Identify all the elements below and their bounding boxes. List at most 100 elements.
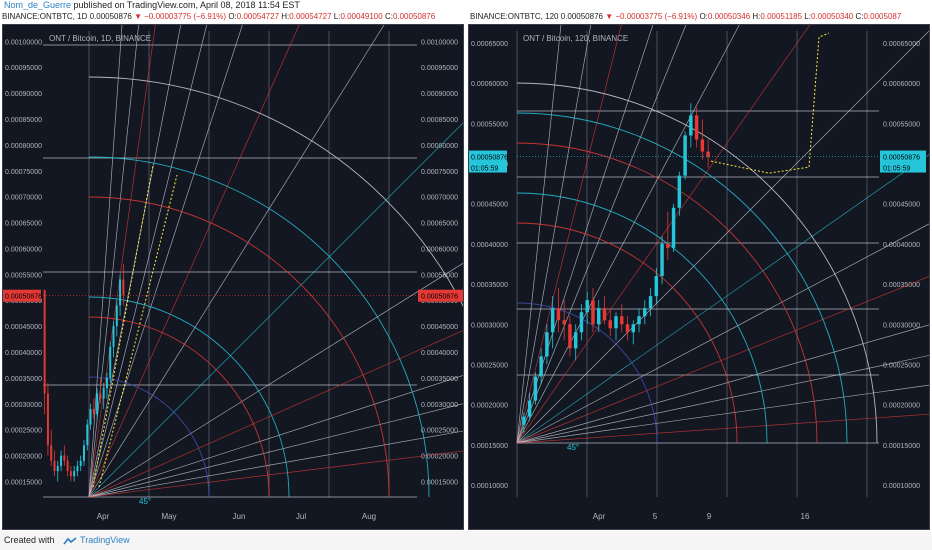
tradingview-logo-icon bbox=[63, 537, 77, 545]
candle-body bbox=[608, 320, 612, 329]
candle-body bbox=[579, 312, 584, 333]
gann-arc bbox=[516, 142, 818, 444]
candle-body bbox=[620, 316, 624, 325]
countdown-badge bbox=[880, 162, 926, 173]
y-tick-label-left: 0.00060000 bbox=[5, 246, 42, 253]
x-tick-label: Jun bbox=[233, 512, 246, 521]
candle-body bbox=[96, 393, 99, 415]
candle-body bbox=[119, 279, 122, 306]
tradingview-brand-link[interactable]: TradingView bbox=[80, 535, 130, 545]
gann-fan-line bbox=[88, 25, 123, 498]
gann-fan-line bbox=[516, 25, 592, 444]
x-tick-label: 9 bbox=[707, 512, 712, 521]
y-tick-label-left: 0.00020000 bbox=[471, 403, 508, 410]
projection-line bbox=[98, 174, 178, 488]
x-tick-label: 16 bbox=[801, 512, 810, 521]
y-tick-label-left: 0.00080000 bbox=[5, 143, 42, 150]
candle-body bbox=[700, 139, 705, 152]
right-last-price: 0.00050876 bbox=[560, 12, 603, 21]
candle-body bbox=[79, 460, 82, 466]
y-tick-label-left: 0.00015000 bbox=[5, 479, 42, 486]
candle-body bbox=[66, 460, 69, 472]
left-last-price: 0.00050876 bbox=[89, 12, 132, 21]
y-tick-label-right: 0.00060000 bbox=[883, 81, 920, 88]
candle-body bbox=[86, 424, 89, 446]
y-tick-label-right: 0.00070000 bbox=[421, 195, 458, 202]
y-tick-label-left: 0.00010000 bbox=[471, 483, 508, 490]
y-tick-label-right: 0.00065000 bbox=[421, 221, 458, 228]
candle-body bbox=[637, 316, 641, 325]
gann-arc bbox=[516, 222, 738, 444]
candle-body bbox=[545, 332, 549, 357]
candle-body bbox=[73, 471, 76, 477]
candle-body bbox=[602, 308, 607, 321]
x-tick-label: 5 bbox=[653, 512, 658, 521]
y-tick-label-left: 0.00095000 bbox=[5, 65, 42, 72]
y-tick-label-left: 0.00075000 bbox=[5, 169, 42, 176]
candle-body bbox=[56, 465, 59, 472]
y-tick-label-right: 0.00075000 bbox=[421, 169, 458, 176]
last-price-badge-left bbox=[469, 150, 507, 163]
down-arrow-icon: ▼ bbox=[605, 12, 614, 21]
right-h-value: 0.00051185 bbox=[760, 12, 803, 21]
candle-body bbox=[614, 316, 618, 329]
y-tick-label-right: 0.00045000 bbox=[421, 324, 458, 331]
candle-body bbox=[43, 289, 46, 394]
countdown-badge bbox=[469, 162, 507, 173]
projection-line bbox=[92, 164, 154, 488]
left-c-value: 0.00050876 bbox=[392, 12, 436, 21]
candle-body bbox=[533, 376, 538, 401]
candle-body bbox=[654, 276, 659, 297]
y-tick-label-left: 0.00030000 bbox=[5, 402, 42, 409]
gann-fan-line bbox=[516, 30, 929, 444]
right-change: −0.00003775 (−6.91%) bbox=[615, 12, 698, 21]
x-tick-label: Jul bbox=[296, 512, 306, 521]
gann-fan-line bbox=[516, 355, 929, 444]
right-chart-pane[interactable]: ONT / Bitcoin, 120, BINANCE 0.00065000 0.0… bbox=[468, 24, 930, 530]
right-c-value: 0.0005087 bbox=[863, 12, 902, 21]
y-tick-label-right: 0.00015000 bbox=[421, 479, 458, 486]
last-price-badge-text: 0.00050876 bbox=[5, 294, 42, 301]
y-tick-label-right: 0.00050000 bbox=[421, 298, 458, 305]
left-h-label: H: bbox=[281, 12, 290, 21]
right-chart-svg[interactable]: ONT / Bitcoin, 120, BINANCE 0.00065000 0.0… bbox=[469, 25, 929, 529]
y-tick-label-right: 0.00020000 bbox=[883, 403, 920, 410]
x-tick-label: Apr bbox=[97, 512, 110, 521]
gann-fan-line bbox=[516, 223, 929, 444]
projection-line bbox=[710, 32, 830, 174]
y-tick-label-left: 0.00100000 bbox=[5, 39, 42, 46]
left-l-value: 0.00049100 bbox=[340, 12, 383, 21]
y-tick-label-left: 0.00040000 bbox=[5, 350, 42, 357]
candle-body bbox=[562, 320, 566, 325]
y-tick-label-right: 0.00010000 bbox=[883, 483, 920, 490]
gann-fan-line bbox=[88, 122, 463, 498]
y-tick-label-left: 0.00020000 bbox=[5, 454, 42, 461]
gann-fan-line bbox=[516, 154, 929, 444]
left-l-label: L: bbox=[333, 12, 341, 21]
left-chart-svg[interactable]: ONT / Bitcoin, 1D, BINANCE 0.00100000 0.00… bbox=[3, 25, 463, 529]
candle-body bbox=[643, 308, 647, 317]
left-chart-pane[interactable]: ONT / Bitcoin, 1D, BINANCE 0.00100000 0.00… bbox=[2, 24, 464, 530]
last-price-badge-left bbox=[3, 289, 41, 302]
y-tick-label-left: 0.00065000 bbox=[471, 41, 508, 48]
y-tick-label-left: 0.00025000 bbox=[5, 428, 42, 435]
countdown-text: 01:05:59 bbox=[471, 166, 498, 173]
right-c-label: C: bbox=[855, 12, 864, 21]
left-c-label: C: bbox=[384, 12, 393, 21]
candle-body bbox=[76, 465, 79, 472]
gann-arc bbox=[88, 316, 270, 498]
candle-body bbox=[666, 243, 670, 248]
author-link[interactable]: Nom_de_Guerre bbox=[4, 0, 72, 10]
gann-arc bbox=[88, 76, 463, 308]
candle-body bbox=[689, 115, 693, 136]
gann-fan-line bbox=[516, 25, 740, 444]
y-tick-label-left: 0.00060000 bbox=[471, 81, 508, 88]
candle-body bbox=[50, 445, 53, 461]
gann-fan-line bbox=[516, 413, 929, 444]
x-tick-label: Apr bbox=[593, 512, 606, 521]
candle-body bbox=[122, 279, 125, 296]
gann-arc bbox=[88, 296, 290, 498]
candle-body bbox=[591, 300, 595, 325]
publish-header: Nom_de_Guerre published on TradingView.c… bbox=[0, 0, 932, 10]
gann-fan-line bbox=[516, 276, 929, 444]
